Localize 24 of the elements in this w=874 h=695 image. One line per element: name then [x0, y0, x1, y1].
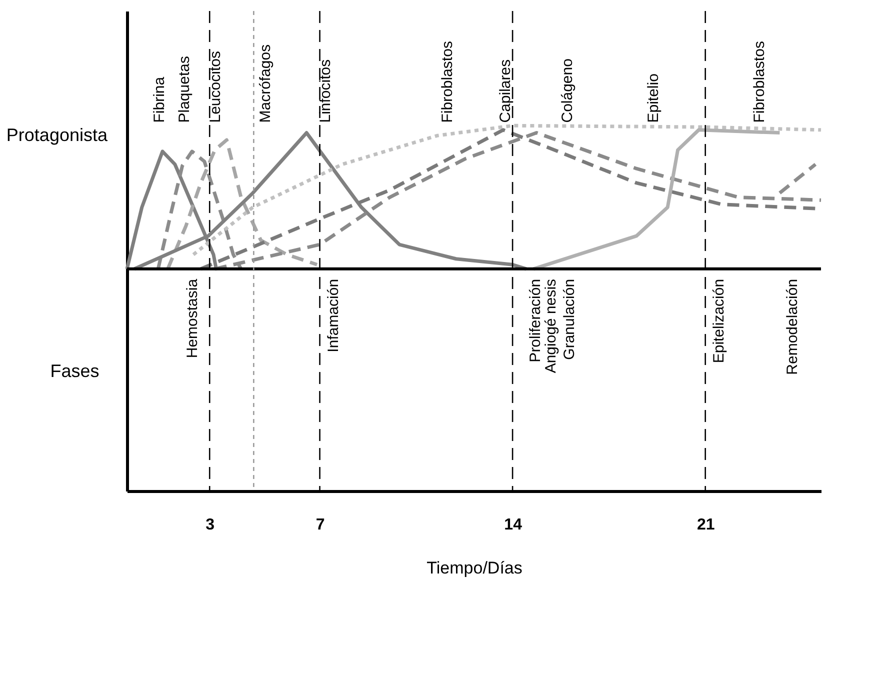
text: Epitelio — [645, 74, 662, 123]
text: Leucocitos — [207, 51, 224, 123]
x-tick-label: 3 — [206, 516, 215, 534]
text: Colágeno — [558, 58, 576, 123]
text: Granulación — [561, 278, 578, 360]
text: Fibroblastos — [751, 41, 768, 123]
text: Linfocitos — [316, 59, 334, 123]
x-tick-label: 14 — [504, 516, 522, 534]
text: Fibrina — [150, 76, 168, 123]
y-axis-title: Protagonista — [6, 125, 108, 146]
text: Fibroblastos — [438, 41, 456, 123]
text: Fases — [50, 361, 100, 382]
text: Macrófagos — [257, 44, 274, 123]
text: Remodelación — [784, 278, 801, 375]
text: Capilares — [497, 59, 514, 123]
text: Proliferación — [527, 278, 544, 362]
x-tick-label: 21 — [696, 516, 715, 534]
text: Infamación — [325, 278, 342, 352]
text: Plaquetas — [176, 56, 193, 123]
x-tick-label: 7 — [316, 516, 325, 534]
text: Hemostasia — [184, 278, 202, 358]
text: Epitelización — [710, 278, 728, 364]
x-axis-title: Tiempo/Días — [426, 558, 522, 578]
text: Angiogé nesis — [542, 278, 560, 374]
